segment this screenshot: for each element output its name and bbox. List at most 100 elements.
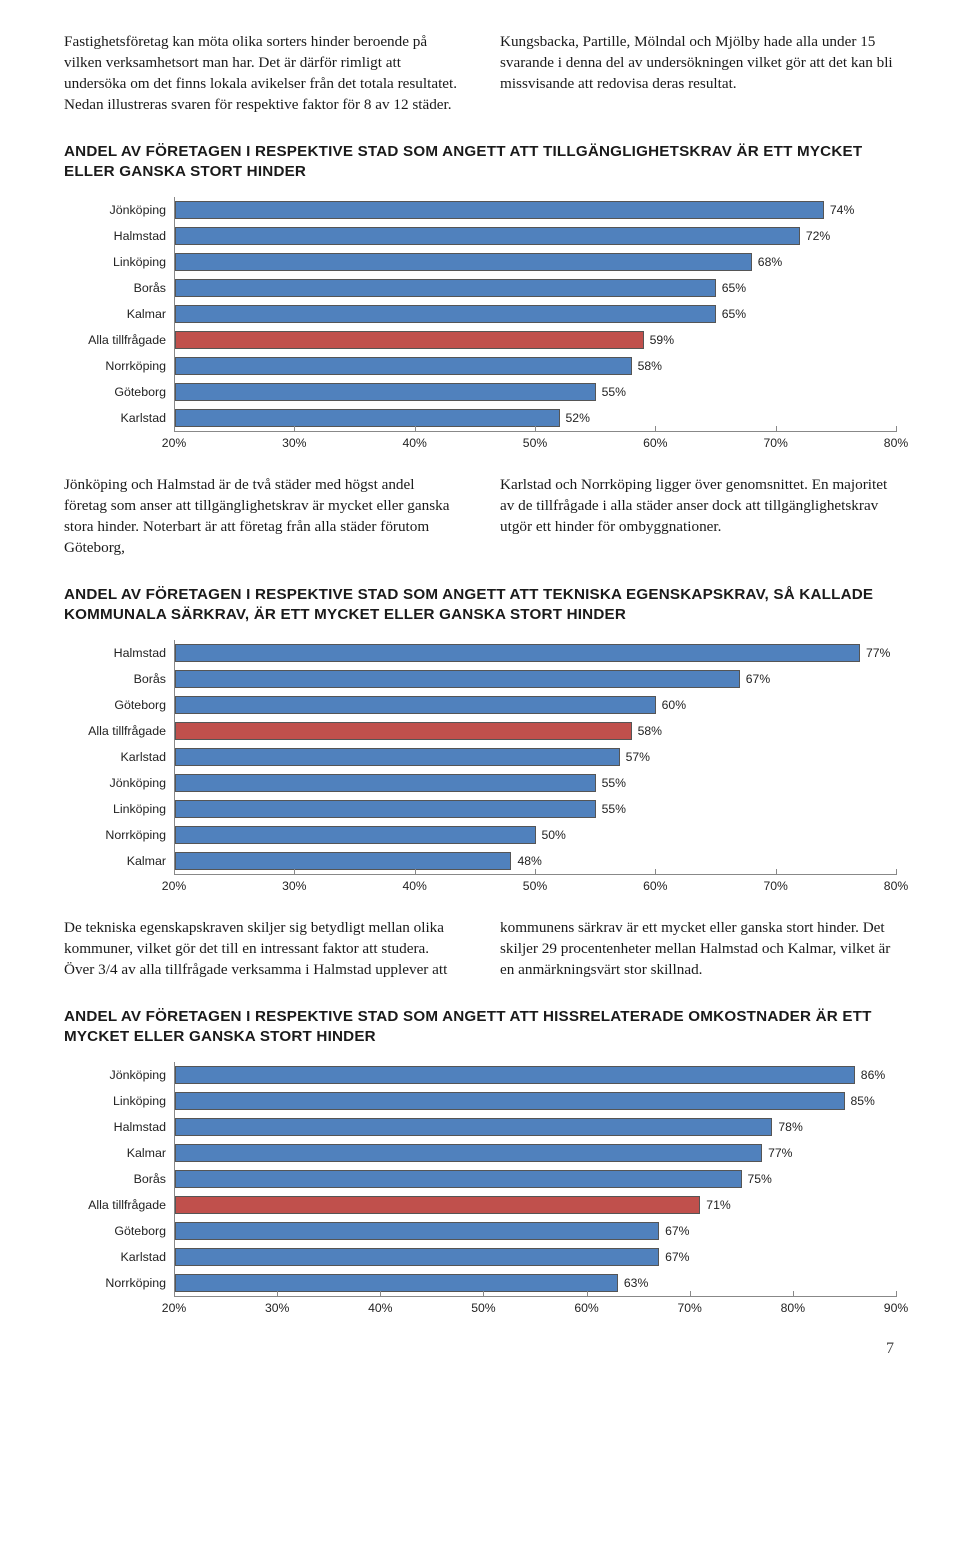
tick-label: 80% [884, 879, 908, 893]
plot-area: 78% [174, 1114, 896, 1140]
bar-value-label: 50% [542, 828, 566, 842]
intro-left: Fastighetsföretag kan möta olika sorters… [64, 32, 460, 116]
mid2-left: De tekniska egenskapskraven skiljer sig … [64, 918, 460, 981]
tick-label: 30% [282, 436, 306, 450]
tick-label: 30% [282, 879, 306, 893]
chart-row: Alla tillfrågade 59% [80, 327, 896, 353]
plot-area: 59% [174, 327, 896, 353]
plot-area: 60% [174, 692, 896, 718]
category-label: Göteborg [80, 698, 174, 712]
mid1-left: Jönköping och Halmstad är de två städer … [64, 475, 460, 559]
chart-row: Halmstad77% [80, 640, 896, 666]
category-label: Borås [80, 1172, 174, 1186]
x-axis: 20%30%40%50%60%70%80% [80, 431, 896, 453]
plot-area: 74% [174, 197, 896, 223]
category-label: Alla tillfrågade [80, 1198, 174, 1212]
bar [175, 253, 752, 271]
plot-area: 55% [174, 796, 896, 822]
chart-row: Borås75% [80, 1166, 896, 1192]
bar-value-label: 85% [851, 1094, 875, 1108]
tick-label: 60% [643, 879, 667, 893]
chart3: Jönköping86%Linköping85%Halmstad78%Kalma… [64, 1062, 896, 1318]
chart-row: Kalmar 77% [80, 1140, 896, 1166]
plot-area: 71% [174, 1192, 896, 1218]
x-axis: 20%30%40%50%60%70%80%90% [80, 1296, 896, 1318]
bar-value-label: 65% [722, 307, 746, 321]
plot-area: 85% [174, 1088, 896, 1114]
tick-label: 60% [643, 436, 667, 450]
bar [175, 1170, 742, 1188]
bar [175, 748, 620, 766]
bar-value-label: 67% [746, 672, 770, 686]
x-axis: 20%30%40%50%60%70%80% [80, 874, 896, 896]
bar [175, 800, 596, 818]
category-label: Göteborg [80, 1224, 174, 1238]
bar [175, 383, 596, 401]
chart-row: Halmstad72% [80, 223, 896, 249]
bar-value-label: 55% [602, 385, 626, 399]
bar [175, 722, 632, 740]
plot-area: 68% [174, 249, 896, 275]
bar [175, 357, 632, 375]
bar-value-label: 72% [806, 229, 830, 243]
plot-area: 55% [174, 379, 896, 405]
plot-area: 63% [174, 1270, 896, 1296]
tick-label: 20% [162, 436, 186, 450]
category-label: Kalmar [80, 854, 174, 868]
bar-value-label: 74% [830, 203, 854, 217]
chart-row: Borås65% [80, 275, 896, 301]
tick-label: 80% [781, 1301, 805, 1315]
bar-value-label: 65% [722, 281, 746, 295]
bar-value-label: 59% [650, 333, 674, 347]
chart1: Jönköping 74% Halmstad72%Linköping68%Borås… [64, 197, 896, 453]
tick-label: 60% [574, 1301, 598, 1315]
chart-row: Jönköping 74% [80, 197, 896, 223]
plot-area: 72% [174, 223, 896, 249]
category-label: Kalmar [80, 1146, 174, 1160]
chart-row: Linköping 85% [80, 1088, 896, 1114]
bar [175, 670, 740, 688]
category-label: Kalmar [80, 307, 174, 321]
bar-value-label: 67% [665, 1250, 689, 1264]
bar-value-label: 58% [638, 724, 662, 738]
bar [175, 1222, 659, 1240]
plot-area: 67% [174, 666, 896, 692]
bar [175, 644, 860, 662]
category-label: Linköping [80, 1094, 174, 1108]
plot-area: 58% [174, 353, 896, 379]
bar-value-label: 57% [626, 750, 650, 764]
plot-area: 75% [174, 1166, 896, 1192]
mid2-columns: De tekniska egenskapskraven skiljer sig … [64, 918, 896, 981]
plot-area: 67% [174, 1218, 896, 1244]
bar-value-label: 55% [602, 776, 626, 790]
chart-row: Linköping68% [80, 249, 896, 275]
tick-label: 50% [471, 1301, 495, 1315]
category-label: Alla tillfrågade [80, 724, 174, 738]
bar-value-label: 77% [768, 1146, 792, 1160]
bar-value-label: 55% [602, 802, 626, 816]
intro-right: Kungsbacka, Partille, Mölndal och Mjölby… [500, 32, 896, 116]
chart-row: Göteborg67% [80, 1218, 896, 1244]
chart-row: Norrköping63% [80, 1270, 896, 1296]
tick-label: 40% [402, 436, 426, 450]
chart-row: Karlstad52% [80, 405, 896, 431]
bar-value-label: 52% [566, 411, 590, 425]
tick-label: 40% [368, 1301, 392, 1315]
category-label: Alla tillfrågade [80, 333, 174, 347]
chart1-title: ANDEL AV FÖRETAGEN I RESPEKTIVE STAD SOM… [64, 142, 896, 183]
category-label: Jönköping [80, 776, 174, 790]
category-label: Karlstad [80, 750, 174, 764]
category-label: Borås [80, 672, 174, 686]
chart2-title: ANDEL AV FÖRETAGEN I RESPEKTIVE STAD SOM… [64, 585, 896, 626]
plot-area: 65% [174, 301, 896, 327]
chart-row: Linköping55% [80, 796, 896, 822]
category-label: Jönköping [80, 1068, 174, 1082]
chart-row: Göteborg60% [80, 692, 896, 718]
category-label: Jönköping [80, 203, 174, 217]
mid1-columns: Jönköping och Halmstad är de två städer … [64, 475, 896, 559]
bar [175, 696, 656, 714]
bar [175, 1274, 618, 1292]
chart-row: Kalmar 65% [80, 301, 896, 327]
bar-value-label: 63% [624, 1276, 648, 1290]
bar [175, 1196, 700, 1214]
